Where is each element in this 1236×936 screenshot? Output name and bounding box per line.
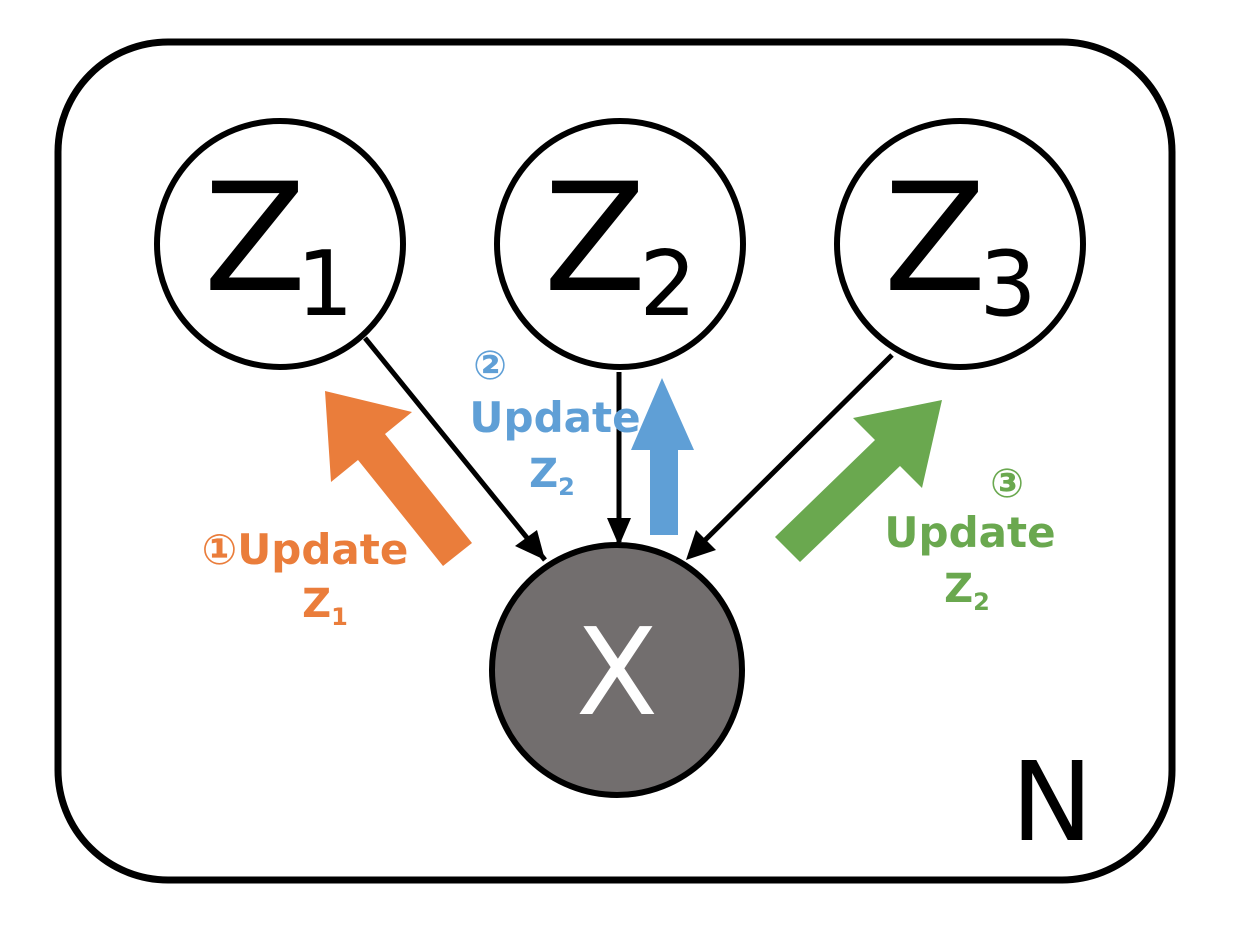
node-z2-symbol: Z [544, 152, 647, 326]
observed-node-x: X [489, 542, 745, 798]
update-arrow-z1 [325, 391, 472, 566]
step-1-label: ①Update Z1 [202, 525, 409, 631]
edge-z1-x-head [515, 530, 545, 560]
node-z1-subscript: 1 [296, 232, 353, 337]
latent-node-z3: Z 3 [834, 118, 1086, 370]
update-arrow-z2 [631, 378, 694, 535]
latent-node-z1: Z 1 [154, 118, 406, 370]
observed-node-circle [489, 542, 745, 798]
step-1-marker: ① [202, 525, 238, 574]
step-3-label: ③ Update Z2 [884, 461, 1055, 616]
observed-node-symbol: X [576, 604, 658, 743]
svg-text:①Update: ①Update [202, 525, 409, 574]
step-1-text: Update [237, 525, 408, 574]
svg-text:Z2: Z2 [529, 451, 575, 501]
edge-z3-x [688, 353, 894, 557]
update-arrow-z3 [775, 400, 942, 562]
plate-label: N [1011, 738, 1093, 866]
latent-node-z2: Z 2 [494, 118, 746, 370]
edge-z1-x [363, 336, 547, 562]
node-z3-symbol: Z [884, 152, 987, 326]
step-3-var: Z [944, 566, 973, 612]
step-2-var: Z [529, 451, 558, 497]
edge-z2-x-head [607, 518, 631, 546]
step-3-marker: ③ [990, 461, 1024, 507]
step-2-sub: 2 [558, 473, 575, 501]
svg-text:Z1: Z1 [302, 581, 348, 631]
step-3-text: Update [884, 508, 1055, 557]
step-2-marker: ② [473, 343, 507, 389]
step-3-sub: 2 [973, 588, 990, 616]
svg-text:Z2: Z2 [944, 566, 990, 616]
node-z2-subscript: 2 [639, 232, 696, 337]
edge-z3-x-head [686, 530, 716, 560]
step-2-label: ② Update Z2 [469, 343, 640, 501]
step-2-text: Update [469, 393, 640, 442]
node-z1-symbol: Z [204, 152, 307, 326]
step-1-var: Z [302, 581, 331, 627]
step-1-sub: 1 [331, 603, 348, 631]
node-z3-subscript: 3 [979, 232, 1036, 337]
